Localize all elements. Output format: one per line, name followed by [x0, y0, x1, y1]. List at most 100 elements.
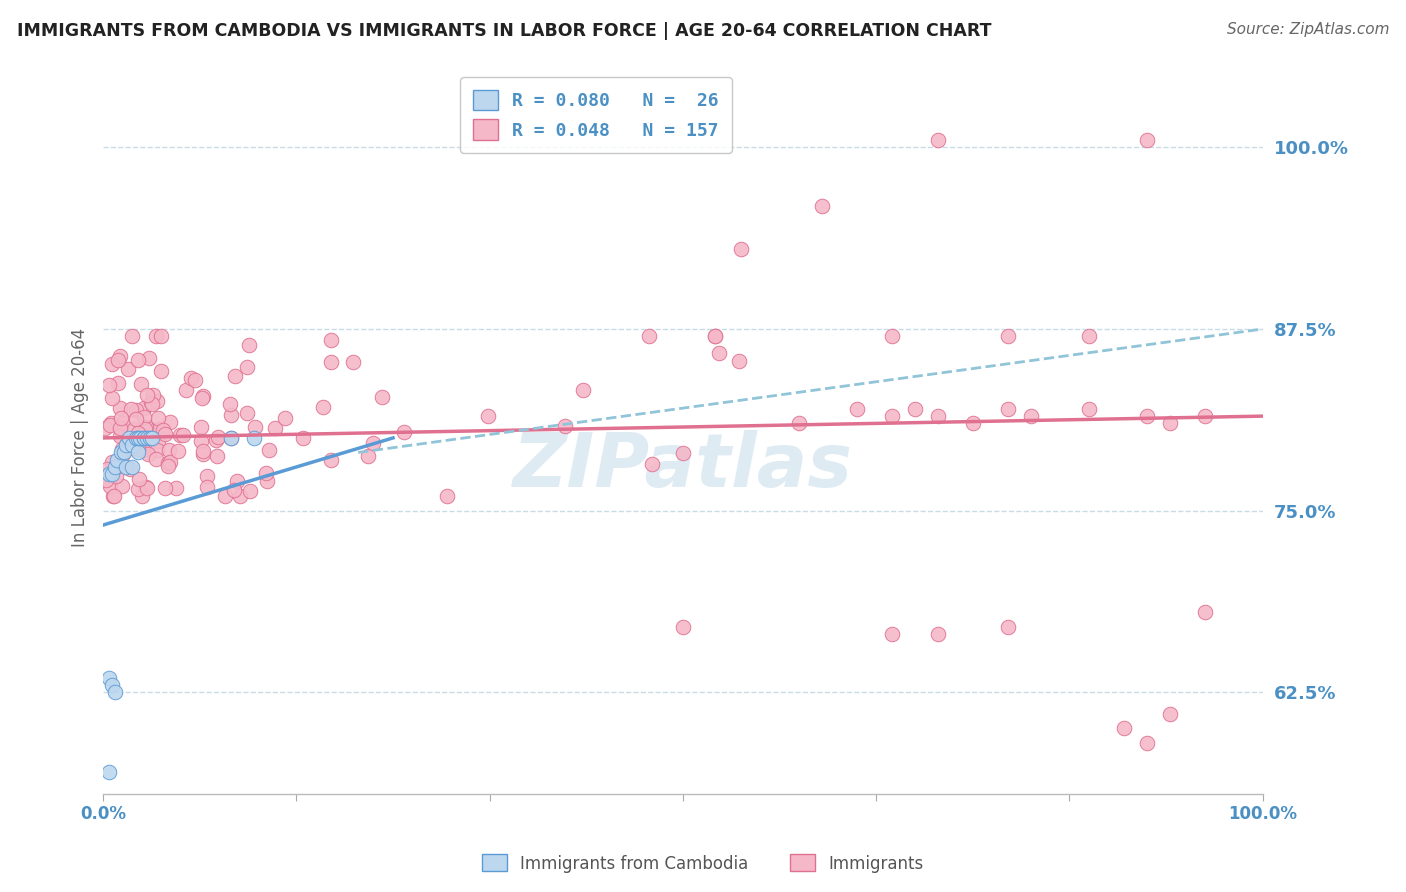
Point [100, 357, 122, 371]
Point [136, 431, 159, 445]
Point [225, 475, 247, 489]
Point [108, 349, 131, 363]
Point [672, 620, 695, 634]
Point [236, 406, 259, 420]
Point [167, 444, 190, 458]
Point [111, 479, 134, 493]
Text: ZIPatlas: ZIPatlas [513, 430, 853, 503]
Point [141, 396, 163, 410]
Point [1019, 409, 1042, 424]
Point [138, 351, 160, 365]
Point [150, 329, 173, 343]
Point [103, 489, 125, 503]
Point [370, 391, 392, 405]
Point [880, 409, 903, 424]
Point [291, 431, 314, 445]
Point [115, 438, 138, 452]
Point [127, 445, 149, 459]
Point [110, 410, 132, 425]
Point [121, 329, 143, 343]
Point [219, 430, 242, 444]
Point [117, 362, 139, 376]
Point [105, 452, 128, 467]
Point [120, 402, 142, 417]
Point [256, 474, 278, 488]
Point [357, 449, 380, 463]
Point [148, 422, 170, 436]
Point [927, 133, 949, 147]
Point [98, 466, 121, 480]
Point [1194, 409, 1216, 424]
Point [174, 383, 197, 397]
Point [165, 481, 187, 495]
Point [997, 401, 1019, 416]
Point [1194, 605, 1216, 619]
Point [321, 333, 343, 347]
Point [132, 443, 155, 458]
Point [107, 458, 129, 473]
Point [111, 447, 134, 461]
Point [129, 431, 152, 445]
Point [96, 462, 118, 476]
Point [104, 459, 127, 474]
Point [153, 481, 176, 495]
Point [132, 409, 155, 424]
Point [321, 355, 343, 369]
Point [135, 420, 157, 434]
Point [101, 455, 124, 469]
Point [101, 467, 124, 482]
Point [195, 469, 218, 483]
Point [704, 329, 727, 343]
Point [730, 242, 752, 256]
Point [637, 329, 659, 343]
Point [146, 434, 169, 449]
Point [190, 420, 212, 434]
Point [571, 383, 593, 397]
Point [120, 461, 142, 475]
Point [146, 442, 169, 457]
Point [264, 421, 287, 435]
Point [190, 434, 212, 449]
Point [94, 421, 117, 435]
Point [128, 472, 150, 486]
Point [228, 489, 250, 503]
Point [125, 403, 148, 417]
Text: IMMIGRANTS FROM CAMBODIA VS IMMIGRANTS IN LABOR FORCE | AGE 20-64 CORRELATION CH: IMMIGRANTS FROM CAMBODIA VS IMMIGRANTS I… [17, 22, 991, 40]
Point [219, 409, 242, 423]
Point [880, 329, 903, 343]
Point [1077, 401, 1099, 416]
Point [1136, 736, 1159, 750]
Text: Source: ZipAtlas.com: Source: ZipAtlas.com [1226, 22, 1389, 37]
Point [997, 329, 1019, 343]
Point [927, 409, 949, 424]
Point [927, 627, 949, 641]
Point [191, 389, 214, 403]
Point [184, 374, 207, 388]
Point [239, 483, 262, 498]
Point [97, 467, 120, 482]
Point [361, 435, 384, 450]
Point [135, 481, 157, 495]
Point [319, 453, 342, 467]
Legend: R = 0.080   N =  26, R = 0.048   N = 157: R = 0.080 N = 26, R = 0.048 N = 157 [460, 77, 731, 153]
Point [180, 371, 202, 385]
Point [115, 438, 138, 452]
Point [127, 482, 149, 496]
Point [159, 415, 181, 429]
Point [101, 489, 124, 503]
Point [997, 620, 1019, 634]
Point [98, 417, 121, 432]
Point [152, 423, 174, 437]
Point [145, 329, 167, 343]
Point [127, 431, 149, 445]
Point [150, 364, 173, 378]
Point [207, 429, 229, 443]
Point [554, 419, 576, 434]
Point [219, 431, 242, 445]
Point [115, 459, 138, 474]
Point [195, 480, 218, 494]
Point [98, 479, 121, 493]
Point [205, 449, 228, 463]
Point [845, 401, 868, 416]
Point [193, 444, 215, 458]
